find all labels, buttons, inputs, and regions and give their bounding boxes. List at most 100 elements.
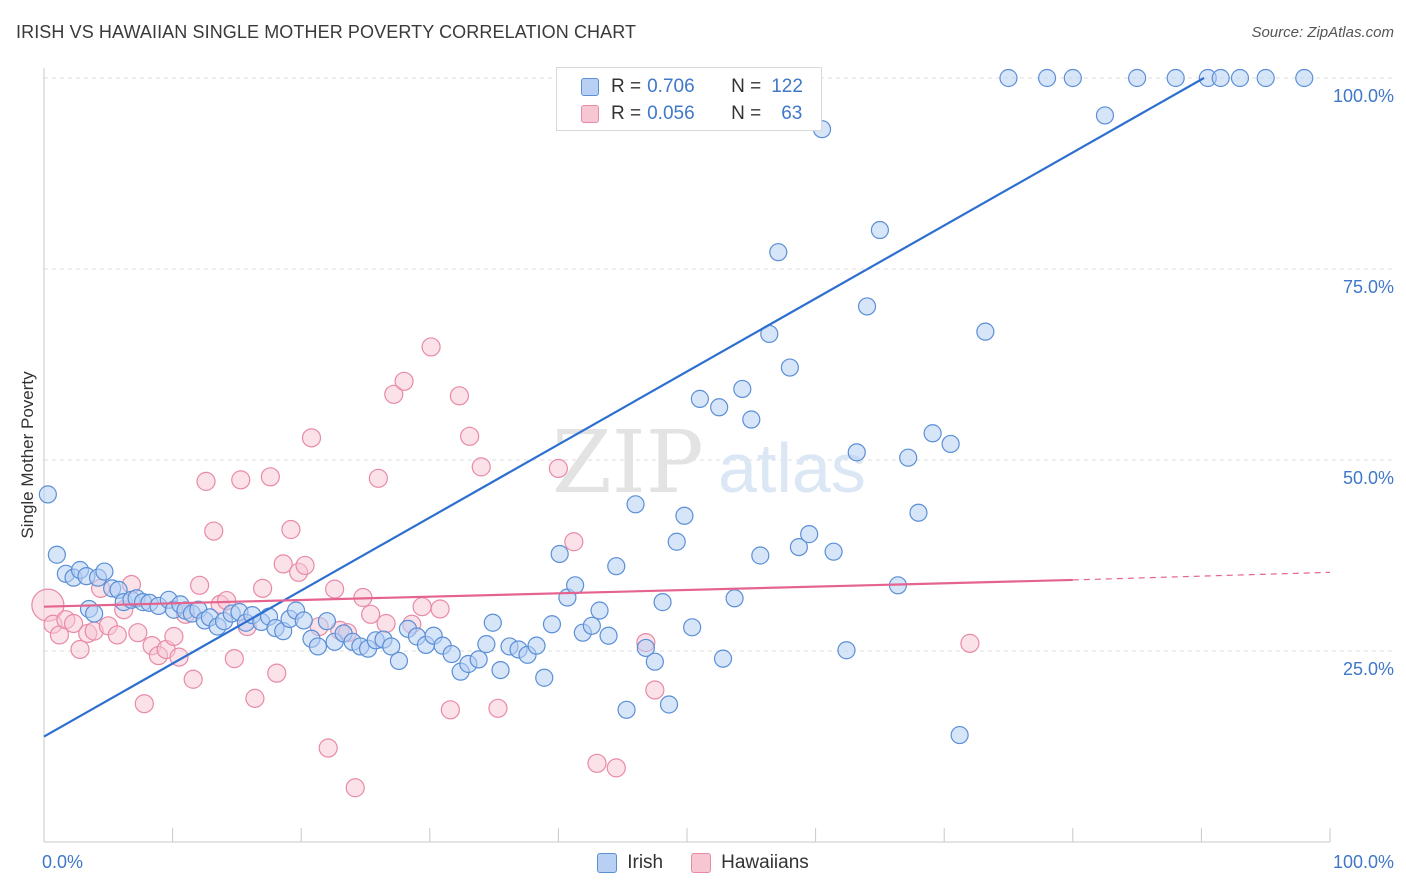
legend-item-hawaiians[interactable]: Hawaiians bbox=[691, 852, 809, 874]
irish-point bbox=[382, 637, 401, 656]
irish-point bbox=[599, 626, 618, 645]
irish-point bbox=[733, 379, 752, 399]
irish-point bbox=[999, 68, 1018, 88]
hawaiian-point bbox=[361, 604, 381, 624]
hawaiian-point bbox=[70, 639, 90, 660]
irish-point bbox=[1230, 68, 1250, 88]
hawaiian-swatch bbox=[691, 853, 712, 873]
hawaiian-point bbox=[488, 698, 508, 718]
hawaiian-point bbox=[134, 694, 154, 714]
x-tick-label: 100.0% bbox=[1332, 852, 1394, 872]
irish-point bbox=[690, 389, 709, 408]
y-tick-label: 50.0% bbox=[1342, 468, 1394, 488]
n-value: 63 bbox=[781, 103, 803, 124]
hawaiian-point bbox=[224, 649, 244, 669]
hawaiian-point bbox=[368, 468, 388, 488]
irish-point bbox=[742, 410, 761, 429]
irish-swatch bbox=[597, 853, 618, 873]
irish-point bbox=[535, 668, 554, 687]
legend-label: Hawaiians bbox=[721, 852, 809, 873]
y-tick-label: 100.0% bbox=[1332, 86, 1394, 106]
legend-row-hawaiian: R = 0.056 N = 63 bbox=[557, 100, 802, 128]
irish-point bbox=[800, 525, 819, 544]
hawaiian-point bbox=[273, 554, 293, 574]
irish-point bbox=[626, 495, 645, 514]
irish-point bbox=[47, 545, 66, 564]
irish-point bbox=[550, 544, 569, 564]
irish-point bbox=[645, 652, 664, 671]
hawaiian-point bbox=[164, 626, 184, 647]
hawaiian-point bbox=[295, 555, 315, 576]
hawaiian-point bbox=[394, 371, 414, 391]
irish-point bbox=[923, 424, 942, 443]
irish-point bbox=[527, 636, 546, 655]
irish-point bbox=[675, 506, 694, 525]
source-label: Source: ZipAtlas.com bbox=[1251, 24, 1394, 41]
irish-point bbox=[85, 604, 104, 623]
legend-item-irish[interactable]: Irish bbox=[597, 852, 663, 874]
hawaiian-point bbox=[204, 521, 224, 541]
hawaiian-point bbox=[267, 663, 287, 683]
irish-trend-line bbox=[43, 77, 1205, 738]
irish-point bbox=[659, 695, 679, 714]
irish-point bbox=[710, 398, 729, 417]
irish-point bbox=[95, 562, 114, 581]
correlation-legend: R = 0.706 N = 122 R = 0.056 N = 63 bbox=[556, 67, 822, 131]
hawaiian-point bbox=[325, 579, 345, 599]
hawaiian-point bbox=[107, 625, 127, 645]
hawaiian-point bbox=[960, 633, 980, 653]
y-tick-label: 75.0% bbox=[1342, 277, 1394, 297]
hawaiian-point bbox=[606, 758, 626, 778]
hawaiian-point bbox=[253, 578, 273, 598]
irish-point bbox=[857, 297, 877, 316]
irish-point bbox=[1211, 68, 1230, 88]
irish-point bbox=[491, 660, 510, 680]
irish-point bbox=[780, 358, 799, 377]
chart-title: IRISH VS HAWAIIAN SINGLE MOTHER POVERTY … bbox=[16, 22, 637, 42]
irish-point bbox=[636, 638, 655, 658]
y-axis-label: Single Mother Poverty bbox=[18, 371, 37, 539]
irish-point bbox=[847, 443, 866, 462]
irish-point bbox=[941, 434, 960, 454]
hawaiian-point bbox=[345, 778, 365, 798]
irish-point bbox=[308, 637, 328, 656]
irish-point bbox=[1256, 68, 1275, 88]
irish-point bbox=[950, 725, 969, 745]
legend-row-irish: R = 0.706 N = 122 bbox=[557, 73, 803, 101]
irish-point bbox=[607, 557, 626, 576]
hawaiian-point bbox=[260, 467, 280, 487]
irish-point bbox=[769, 243, 788, 262]
hawaiian-trend-extension bbox=[1072, 571, 1331, 581]
hawaiian-point bbox=[63, 613, 84, 634]
irish-point bbox=[1037, 68, 1057, 88]
irish-point bbox=[1295, 68, 1314, 88]
hawaiian-point bbox=[587, 753, 607, 773]
irish-point bbox=[389, 651, 409, 671]
hawaiian-point bbox=[318, 738, 338, 758]
irish-point bbox=[713, 649, 733, 668]
n-value: 122 bbox=[771, 76, 803, 97]
irish-point bbox=[1095, 106, 1115, 125]
hawaiian-point bbox=[449, 386, 469, 406]
r-label: R = bbox=[611, 76, 642, 97]
irish-point bbox=[1127, 68, 1147, 88]
hawaiian-point bbox=[460, 426, 480, 446]
irish-point bbox=[617, 700, 636, 719]
irish-point bbox=[1166, 68, 1185, 88]
hawaiian-swatch bbox=[581, 105, 599, 123]
irish-point bbox=[909, 503, 928, 522]
series-legend: Irish Hawaiians bbox=[0, 852, 1406, 874]
hawaiian-point bbox=[196, 471, 216, 491]
irish-point bbox=[294, 611, 313, 630]
hawaiian-point bbox=[421, 337, 441, 357]
irish-point bbox=[683, 618, 702, 637]
y-tick-label: 25.0% bbox=[1342, 659, 1394, 679]
watermark-zip: ZIP bbox=[552, 413, 704, 513]
irish-point bbox=[653, 593, 672, 612]
hawaiian-point bbox=[412, 597, 432, 617]
r-value: 0.706 bbox=[647, 76, 695, 97]
irish-swatch bbox=[581, 78, 599, 96]
irish-point bbox=[477, 635, 496, 654]
irish-point bbox=[824, 542, 843, 561]
